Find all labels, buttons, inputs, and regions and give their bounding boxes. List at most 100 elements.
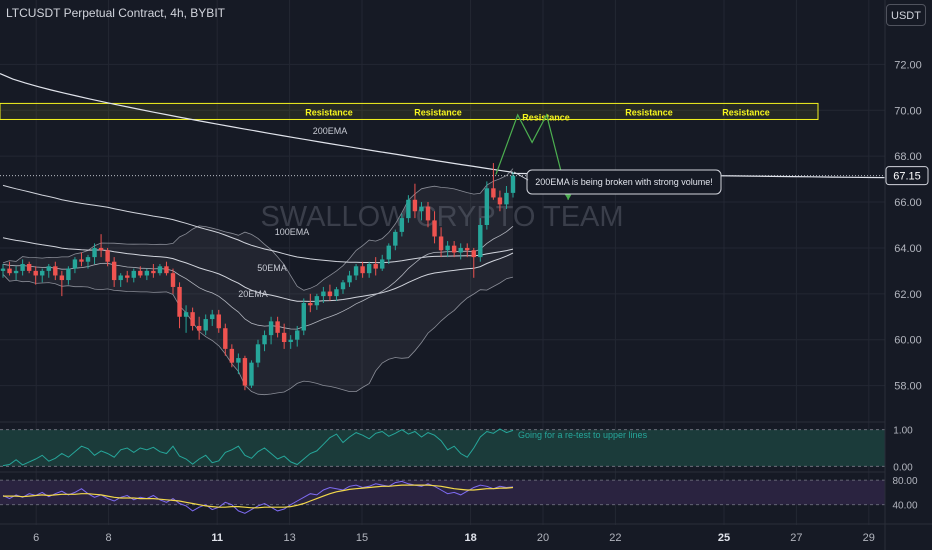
rsi-band (0, 429, 885, 467)
candle-68 (445, 241, 450, 258)
candle-body (445, 245, 450, 251)
candle-body (196, 325, 202, 331)
candle-58 (380, 254, 385, 271)
price-tick-0: 72.00 (894, 59, 922, 71)
price-tick-3: 66.00 (894, 197, 922, 209)
candle-body (242, 358, 248, 386)
candle-body (79, 259, 84, 262)
candle-24 (157, 264, 163, 276)
candle-65 (425, 202, 431, 228)
candle-body (98, 247, 104, 251)
candle-body (85, 257, 91, 262)
candle-51 (334, 286, 339, 301)
price-tick-4: 64.00 (894, 243, 922, 255)
candle-6 (40, 268, 45, 283)
candle-body (40, 270, 45, 276)
candle-32 (210, 309, 215, 326)
price-tick-5: 62.00 (894, 289, 922, 301)
candle-body (223, 328, 228, 349)
candle-39 (255, 339, 261, 368)
ema100-line (2, 184, 514, 264)
resistance-label-4: Resistance (722, 107, 770, 117)
candle-15 (98, 234, 104, 258)
candle-66 (432, 211, 437, 244)
candle-body (26, 264, 32, 271)
candle-body (262, 335, 267, 345)
candle-body (432, 220, 437, 237)
current-price-label: 67.15 (893, 171, 921, 183)
candle-body (491, 188, 496, 198)
candle-7 (46, 264, 51, 278)
candle-57 (373, 257, 378, 276)
candle-body (451, 245, 457, 253)
stoch-rsi-pane (0, 479, 885, 514)
candle-body (504, 192, 509, 205)
candle-21 (138, 266, 143, 278)
stoch-band (0, 480, 885, 505)
candle-body (0, 268, 6, 271)
candle-body (66, 268, 71, 281)
rsi-tick-0: 1.00 (893, 426, 913, 437)
candle-body (144, 270, 150, 276)
candle-body (425, 206, 431, 221)
candle-body (340, 282, 346, 290)
candle-45 (295, 325, 300, 347)
time-tick-0: 6 (33, 532, 39, 544)
candle-3 (20, 259, 25, 276)
candle-20 (131, 268, 136, 283)
annotation-pointer (513, 171, 529, 181)
candle-34 (223, 323, 228, 356)
candle-41 (268, 316, 274, 345)
candle-body (484, 188, 490, 225)
projection-path (495, 113, 569, 200)
candle-8 (53, 261, 58, 281)
candle-73 (478, 218, 483, 262)
candle-17 (111, 257, 117, 287)
candle-body (465, 247, 470, 251)
ema200-line (0, 73, 893, 179)
candle-body (281, 332, 287, 342)
ma-label-1: 100EMA (275, 227, 310, 237)
rsi-annotation: Going for a re-test to upper lines (518, 430, 648, 440)
candle-body (164, 266, 169, 274)
candle-body (118, 275, 123, 281)
candle-13 (85, 254, 91, 269)
candle-16 (105, 247, 110, 267)
candle-body (386, 245, 391, 260)
candle-12 (79, 252, 84, 267)
candle-body (216, 314, 221, 329)
candle-22 (144, 268, 150, 281)
candle-body (334, 289, 339, 297)
candle-body (314, 296, 320, 306)
candle-body (72, 259, 78, 269)
rsi-tick-1: 0.00 (893, 462, 913, 473)
candle-26 (170, 268, 176, 294)
ma-label-2: 50EMA (257, 263, 287, 273)
ma-label-3: 20EMA (238, 289, 268, 299)
candle-48 (314, 293, 320, 310)
candles (0, 163, 516, 391)
currency-button[interactable]: USDT (886, 4, 926, 26)
candle-body (321, 291, 326, 297)
candle-body (366, 264, 372, 274)
candle-body (373, 264, 378, 269)
candle-body (151, 270, 156, 274)
candle-46 (301, 298, 306, 336)
time-tick-1: 8 (106, 532, 112, 544)
candle-40 (262, 330, 267, 352)
price-tick-1: 70.00 (894, 105, 922, 117)
candle-body (393, 231, 398, 246)
candle-body (295, 330, 300, 340)
candle-35 (229, 344, 235, 368)
candle-body (7, 268, 12, 274)
price-tick-6: 60.00 (894, 335, 922, 347)
rsi-pane: Going for a re-test to upper lines (0, 428, 885, 467)
candle-1 (7, 261, 12, 276)
candle-54 (353, 264, 359, 281)
time-tick-5: 18 (464, 532, 476, 544)
resistance-label-3: Resistance (625, 107, 673, 117)
candle-body (20, 264, 25, 271)
time-tick-2: 11 (211, 532, 223, 544)
